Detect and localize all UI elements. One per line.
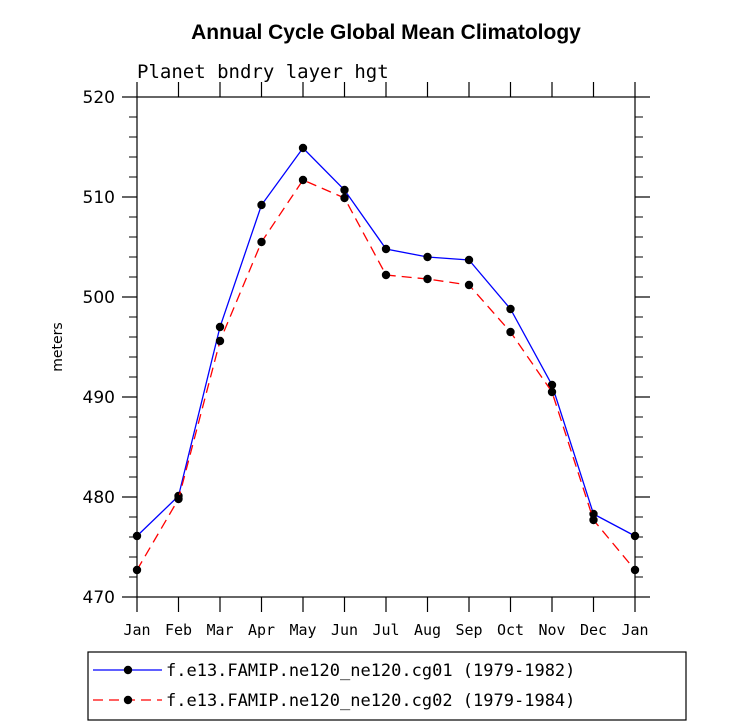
y-tick-labels: 470 480 490 500 510 520	[83, 88, 115, 608]
data-point	[423, 274, 432, 284]
legend: f.e13.FAMIP.ne120_ne120.cg01 (1979-1982)…	[87, 651, 687, 721]
x-tick-label: May	[289, 621, 316, 639]
legend-label: f.e13.FAMIP.ne120_ne120.cg01 (1979-1982)	[166, 661, 575, 681]
data-point	[464, 280, 474, 290]
x-tick-label: Apr	[248, 621, 275, 639]
data-point	[132, 531, 142, 541]
series-line	[136, 146, 636, 537]
chart-title: Annual Cycle Global Mean Climatology	[191, 21, 581, 44]
legend-marker	[123, 695, 133, 705]
legend-item: f.e13.FAMIP.ne120_ne120.cg01 (1979-1982)	[93, 661, 575, 681]
data-point	[423, 252, 432, 262]
y-tick-label: 520	[83, 88, 115, 108]
legend-frame	[87, 651, 687, 721]
y-tick-label: 470	[83, 588, 115, 608]
legend-label: f.e13.FAMIP.ne120_ne120.cg02 (1979-1984)	[166, 691, 575, 711]
series-1	[132, 143, 640, 541]
data-point	[547, 387, 557, 397]
data-point	[506, 327, 515, 337]
data-point	[298, 143, 308, 153]
data-point	[215, 322, 225, 332]
data-point	[381, 244, 391, 254]
data-point	[464, 255, 474, 265]
y-axis-label: meters	[50, 322, 66, 371]
data-point	[381, 270, 391, 280]
x-tick-label: Aug	[414, 621, 441, 639]
data-point	[298, 175, 308, 185]
data-point	[132, 565, 142, 575]
x-tick-label: Jan	[123, 621, 150, 639]
data-point	[589, 515, 598, 525]
series-2	[132, 175, 640, 575]
series-layer	[132, 143, 640, 575]
data-point	[174, 494, 183, 504]
y-tick-label: 480	[83, 488, 115, 508]
y-tick-label: 490	[83, 388, 115, 408]
x-tick-label: Mar	[206, 621, 233, 639]
x-tick-label: Sep	[455, 621, 482, 639]
y-tick-label: 500	[83, 288, 115, 308]
x-tick-label: Jun	[331, 621, 358, 639]
x-tick-label: Nov	[538, 621, 565, 639]
x-tick-label: Jan	[621, 621, 648, 639]
legend-marker	[123, 665, 133, 675]
legend-item: f.e13.FAMIP.ne120_ne120.cg02 (1979-1984)	[93, 691, 575, 711]
x-tick-labels: Jan Feb Mar Apr May Jun Jul Aug Sep Oct Nov Dec Jan	[123, 621, 648, 639]
data-point	[215, 336, 225, 346]
data-point	[630, 531, 640, 541]
data-point	[340, 193, 349, 203]
series-line	[136, 179, 636, 571]
chart-subtitle: Planet bndry layer hgt	[137, 61, 389, 83]
data-point	[340, 185, 349, 195]
y-tick-label: 510	[83, 188, 115, 208]
x-tick-label: Feb	[165, 621, 192, 639]
data-point	[630, 565, 640, 575]
x-tick-label: Oct	[497, 621, 524, 639]
data-point	[257, 237, 266, 247]
plot-frame	[136, 96, 636, 598]
x-tick-label: Dec	[580, 621, 607, 639]
axis-ticks	[122, 82, 650, 612]
x-tick-label: Jul	[372, 621, 399, 639]
data-point	[547, 380, 557, 390]
data-point	[257, 200, 266, 210]
data-point	[506, 304, 515, 314]
